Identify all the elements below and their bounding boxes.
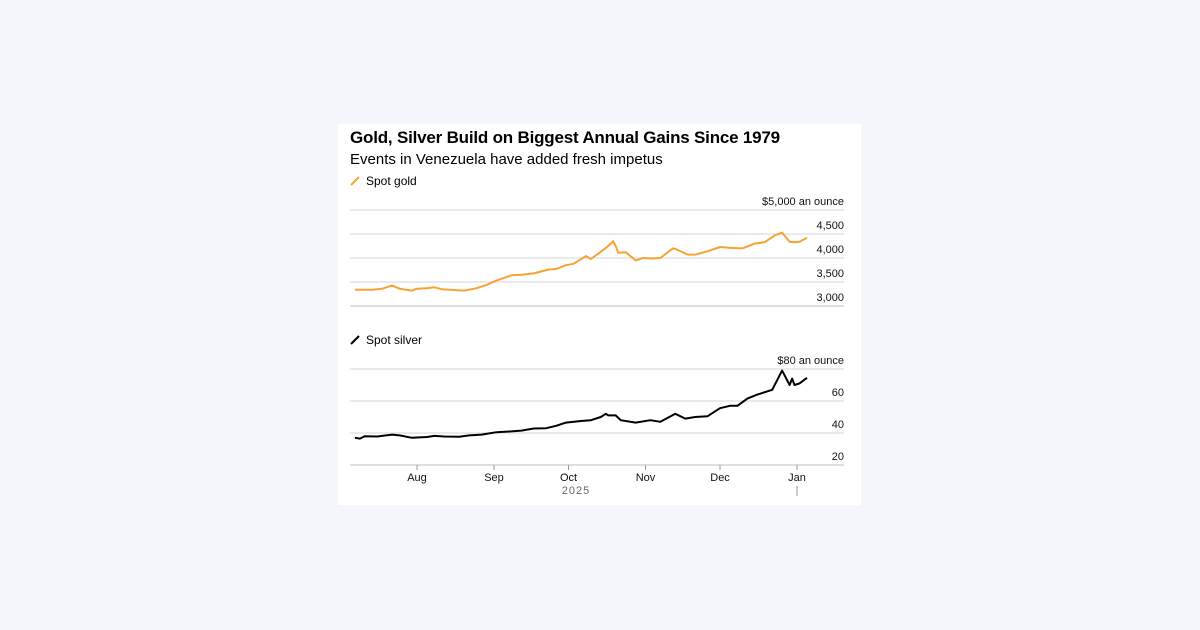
y-tick-label: 4,000 [816, 244, 844, 256]
gold-panel: 3,000 3,500 4,000 4,500 $5,000 an ounce [350, 196, 844, 307]
legend-label-silver: Spot silver [366, 333, 423, 347]
y-tick-label: 60 [832, 387, 844, 399]
x-tick-label: Sep [484, 472, 504, 484]
legend-label-gold: Spot gold [366, 174, 417, 188]
y-tick-label: 40 [832, 419, 844, 431]
x-tick-label: Aug [407, 472, 427, 484]
y-tick-label: 4,500 [816, 220, 844, 232]
y-tick-label: 20 [832, 451, 844, 463]
y-tick-label: 3,500 [816, 268, 844, 280]
y-tick-label: 3,000 [816, 292, 844, 304]
legend-gold: Spot gold [350, 174, 417, 188]
x-axis: Aug Sep Oct Nov Dec Jan 2025 [407, 465, 806, 497]
chart-card [338, 124, 861, 505]
y-tick-label: $80 an ounce [777, 355, 844, 367]
year-label: 2025 [562, 485, 590, 497]
legend-line-silver-icon [350, 335, 360, 345]
series-line-spot-gold [354, 231, 808, 292]
legend-line-gold-icon [350, 176, 360, 186]
chart-subtitle: Events in Venezuela have added fresh imp… [350, 151, 663, 168]
x-tick-label: Jan [788, 472, 806, 484]
silver-panel: 20 40 60 $80 an ounce [350, 355, 844, 466]
x-tick-label: Dec [710, 472, 730, 484]
legend-silver: Spot silver [350, 333, 422, 347]
x-tick-label: Nov [636, 472, 656, 484]
y-tick-label: $5,000 an ounce [762, 196, 844, 208]
x-tick-label: Oct [560, 472, 577, 484]
series-line-spot-silver [354, 369, 808, 440]
chart-title: Gold, Silver Build on Biggest Annual Gai… [350, 128, 780, 147]
